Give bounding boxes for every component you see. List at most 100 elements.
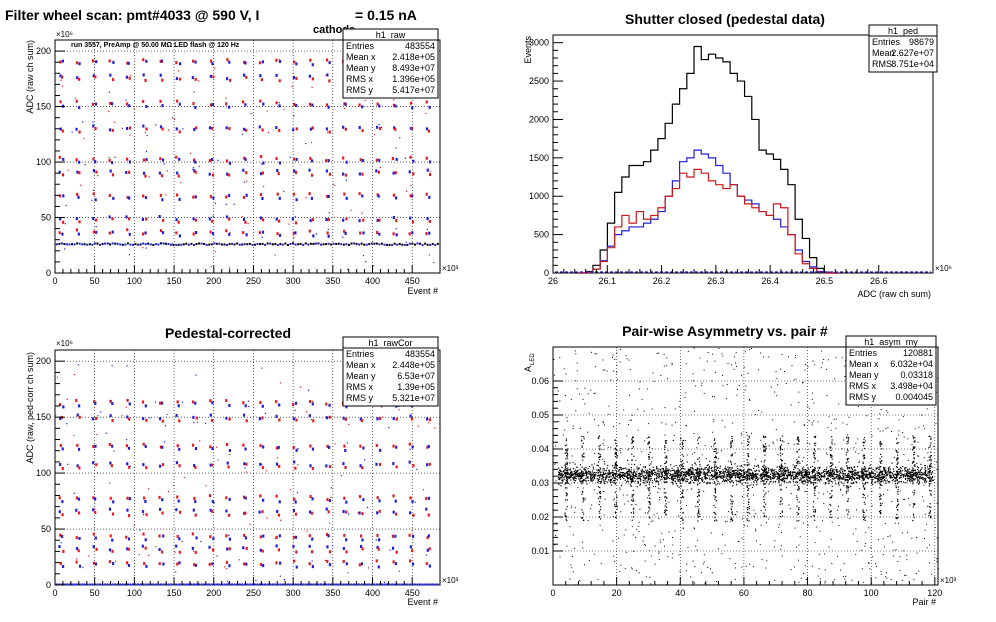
asym-point: [571, 505, 573, 507]
cor-baseline-point: [175, 583, 178, 586]
cor-point: [244, 511, 247, 515]
raw-point: [208, 126, 212, 130]
asym-point: [871, 470, 873, 472]
cor-point: [76, 443, 79, 447]
asym-point: [738, 469, 740, 471]
raw-point: [293, 60, 296, 64]
asym-point: [750, 484, 752, 486]
raw-ytick-label: 0: [46, 268, 51, 278]
raw-point: [108, 110, 110, 113]
asym-point: [795, 477, 797, 480]
asym-point: [718, 347, 720, 349]
cor-point: [77, 497, 81, 501]
cor-point: [194, 513, 197, 517]
raw-point: [345, 217, 348, 221]
asym-point: [637, 429, 639, 431]
cor-point: [426, 445, 429, 449]
cor-point: [242, 443, 245, 447]
asym-point: [887, 468, 890, 470]
asym-point: [582, 479, 585, 481]
asym-point: [694, 472, 696, 474]
raw-point: [358, 192, 361, 196]
asym-point: [907, 460, 909, 462]
cor-point: [167, 490, 170, 493]
asym-point: [725, 472, 728, 474]
raw-point: [146, 134, 148, 137]
asym-point: [663, 471, 666, 473]
asym-point: [848, 416, 850, 418]
asym-point: [562, 474, 564, 477]
asym-point: [687, 478, 689, 480]
raw-baseline-point: [436, 242, 439, 245]
asym-point: [858, 471, 860, 473]
asym-point: [564, 464, 566, 466]
asym-point: [752, 484, 754, 486]
raw-baseline-point: [383, 243, 386, 246]
raw-point: [178, 102, 181, 106]
cor-point: [91, 461, 95, 465]
cor-point: [345, 500, 348, 504]
asym-point: [890, 476, 892, 478]
asym-point: [751, 471, 754, 473]
cor-baseline-point: [319, 583, 322, 586]
asym-point: [685, 425, 687, 427]
asym-point: [714, 478, 716, 480]
raw-point: [212, 196, 215, 200]
asym-point: [559, 469, 561, 471]
asym-point: [904, 468, 906, 470]
asym-point: [791, 475, 793, 477]
cor-points: [55, 364, 439, 586]
asym-point: [591, 477, 594, 479]
asym-point: [716, 520, 718, 522]
raw-point: [243, 156, 246, 160]
raw-point: [381, 126, 383, 128]
cor-point: [361, 466, 364, 470]
asym-point: [574, 511, 576, 513]
asym-point: [732, 471, 735, 473]
cor-xtick-label: 0: [52, 588, 57, 598]
asym-point: [656, 352, 658, 354]
asym-point: [683, 467, 685, 470]
raw-point: [161, 78, 164, 82]
asym-point: [561, 473, 563, 475]
cor-baseline-point: [73, 583, 76, 586]
raw-point: [92, 121, 94, 123]
asym-point: [842, 494, 844, 496]
asym-point: [927, 452, 929, 454]
asym-point: [928, 474, 930, 476]
asym-point: [679, 474, 681, 476]
raw-point: [247, 222, 249, 225]
asym-point: [816, 474, 818, 477]
cor-point: [94, 536, 97, 540]
asym-point: [618, 477, 621, 479]
cor-point: [193, 422, 195, 424]
asym-point: [827, 426, 829, 428]
asym-point: [715, 474, 717, 476]
raw-point: [428, 160, 432, 164]
asym-point: [812, 465, 814, 467]
asym-point: [848, 478, 851, 480]
asym-point: [767, 475, 769, 477]
cor-point: [398, 409, 400, 411]
asym-point: [687, 468, 689, 470]
asym-point: [704, 468, 706, 470]
asym-point: [676, 500, 678, 502]
asym-point: [711, 473, 713, 476]
asym-point: [852, 470, 854, 472]
raw-point: [194, 126, 198, 130]
cor-point: [126, 398, 129, 402]
asym-point: [880, 478, 882, 480]
asym-point: [748, 471, 750, 473]
asym-point: [744, 482, 747, 484]
asym-point: [859, 475, 861, 477]
asym-point: [784, 471, 786, 473]
cor-point: [191, 443, 195, 447]
asym-point: [674, 530, 676, 532]
asym-point: [731, 364, 733, 366]
asym-point: [628, 448, 630, 450]
raw-grid: [54, 40, 440, 274]
asym-point: [764, 469, 766, 472]
asym-point: [760, 439, 762, 441]
asym-point: [667, 556, 669, 558]
asym-point: [658, 487, 660, 489]
